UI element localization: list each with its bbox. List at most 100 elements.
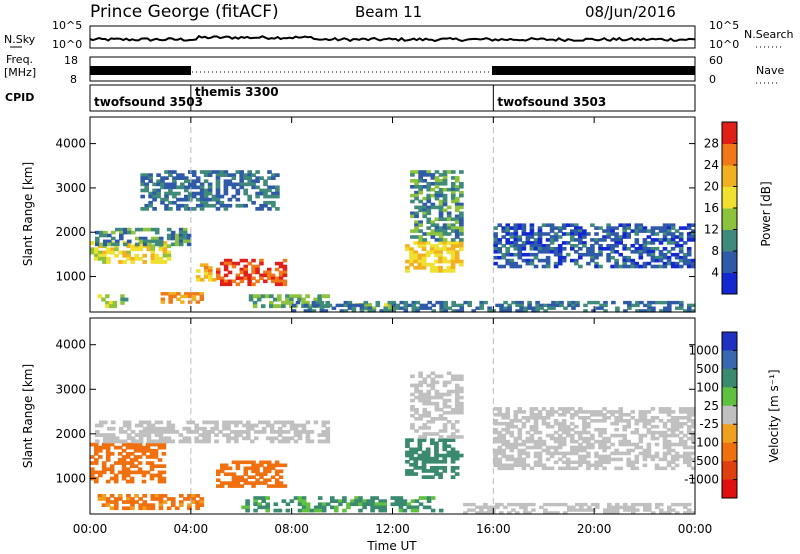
heatmap-cell xyxy=(543,303,548,308)
heatmap-cell xyxy=(541,250,547,254)
heatmap-cell xyxy=(454,250,460,255)
heatmap-cell xyxy=(242,430,247,434)
heatmap-cell xyxy=(559,303,564,308)
heatmap-cell xyxy=(434,232,440,236)
heatmap-cell xyxy=(109,467,115,472)
heatmap-cell xyxy=(570,235,575,239)
heatmap-cell xyxy=(553,430,559,435)
heatmap-cell xyxy=(450,269,456,273)
heatmap-cell xyxy=(450,182,456,186)
heatmap-cell xyxy=(313,505,319,510)
heatmap-cell xyxy=(606,252,611,257)
heatmap-cell xyxy=(126,250,131,255)
heatmap-cell xyxy=(606,454,611,459)
heatmap-cell xyxy=(549,226,555,230)
heatmap-cell xyxy=(509,442,515,447)
heatmap-cell xyxy=(631,303,636,308)
heatmap-cell xyxy=(227,270,233,275)
heatmap-cell xyxy=(94,448,99,453)
heatmap-cell xyxy=(187,497,192,501)
heatmap-cell xyxy=(265,502,270,507)
heatmap-cell xyxy=(176,185,181,190)
heatmap-cell xyxy=(458,259,464,264)
heatmap-cell xyxy=(370,508,375,513)
heatmap-cell xyxy=(278,469,284,474)
heatmap-cell xyxy=(602,416,607,420)
heatmap-cell xyxy=(691,419,696,423)
heatmap-cell xyxy=(545,457,551,462)
heatmap-cell xyxy=(130,247,135,252)
heatmap-cell xyxy=(674,255,680,260)
heatmap-cell xyxy=(434,253,439,258)
heatmap-cell xyxy=(269,439,275,444)
heatmap-cell xyxy=(235,484,241,488)
heatmap-cell xyxy=(199,497,205,501)
heatmap-cell xyxy=(374,502,379,507)
heatmap-cell xyxy=(450,226,456,230)
heatmap-cell xyxy=(146,506,152,511)
heatmap-cell xyxy=(678,407,684,411)
power-colorbar-tick-label: 8 xyxy=(711,244,719,258)
heatmap-cell xyxy=(434,404,440,409)
heatmap-cell xyxy=(105,448,111,453)
time-axis-ticks: 00:00 04:00 08:00 12:00 16:00 20:00 00:00 xyxy=(73,522,713,536)
heatmap-cell xyxy=(683,505,688,509)
heatmap-cell xyxy=(354,502,359,507)
heatmap-cell xyxy=(105,452,111,456)
heatmap-cell xyxy=(409,472,414,476)
heatmap-cell xyxy=(146,503,152,507)
heatmap-cell xyxy=(239,270,245,275)
heatmap-cell xyxy=(138,436,144,441)
heatmap-cell xyxy=(414,190,419,195)
heatmap-cell xyxy=(459,410,464,415)
heatmap-cell xyxy=(513,424,519,429)
heatmap-cell xyxy=(493,407,498,411)
heatmap-cell xyxy=(166,426,172,431)
heatmap-cell xyxy=(586,247,591,251)
heatmap-cell xyxy=(650,238,656,242)
heatmap-cell xyxy=(363,303,368,307)
velocity-colorbar-tick-label: 100 xyxy=(696,380,719,394)
heatmap-cell xyxy=(270,273,276,278)
heatmap-cell xyxy=(658,407,664,411)
heatmap-cell xyxy=(501,235,506,239)
heatmap-cell xyxy=(686,445,692,450)
heatmap-cell xyxy=(107,242,112,247)
heatmap-cell xyxy=(422,435,428,439)
heatmap-cell xyxy=(678,442,684,447)
heatmap-cell xyxy=(459,220,464,224)
heatmap-cell xyxy=(475,306,480,310)
heatmap-cell xyxy=(454,456,460,461)
heatmap-cell xyxy=(126,506,131,511)
heatmap-cell xyxy=(630,229,636,233)
heatmap-cell xyxy=(267,188,272,193)
heatmap-cell xyxy=(533,232,539,236)
heatmap-cell xyxy=(622,247,627,251)
heatmap-cell xyxy=(138,239,144,244)
heatmap-cell xyxy=(446,247,452,251)
heatmap-cell xyxy=(142,239,148,244)
heatmap-cell xyxy=(101,297,106,302)
heatmap-cell xyxy=(610,255,615,260)
heatmap-cell xyxy=(261,505,266,510)
heatmap-cell xyxy=(418,208,423,213)
heatmap-cell xyxy=(505,430,510,435)
heatmap-cell xyxy=(216,273,221,278)
heatmap-cell xyxy=(442,182,448,186)
heatmap-cell xyxy=(270,484,276,488)
heatmap-cell xyxy=(109,452,115,456)
heatmap-cell xyxy=(446,232,452,236)
heatmap-cell xyxy=(153,448,159,453)
heatmap-cell xyxy=(164,207,169,211)
heatmap-cell xyxy=(255,463,260,468)
heatmap-cell xyxy=(125,455,131,459)
heatmap-cell xyxy=(195,185,201,190)
heatmap-cell xyxy=(409,253,414,258)
heatmap-cell xyxy=(277,420,283,425)
heatmap-cell xyxy=(247,466,252,471)
heatmap-cell xyxy=(426,185,432,189)
heatmap-cell xyxy=(450,426,456,430)
heatmap-cell xyxy=(414,214,419,219)
heatmap-cell xyxy=(188,179,193,184)
heatmap-cell xyxy=(235,478,241,482)
